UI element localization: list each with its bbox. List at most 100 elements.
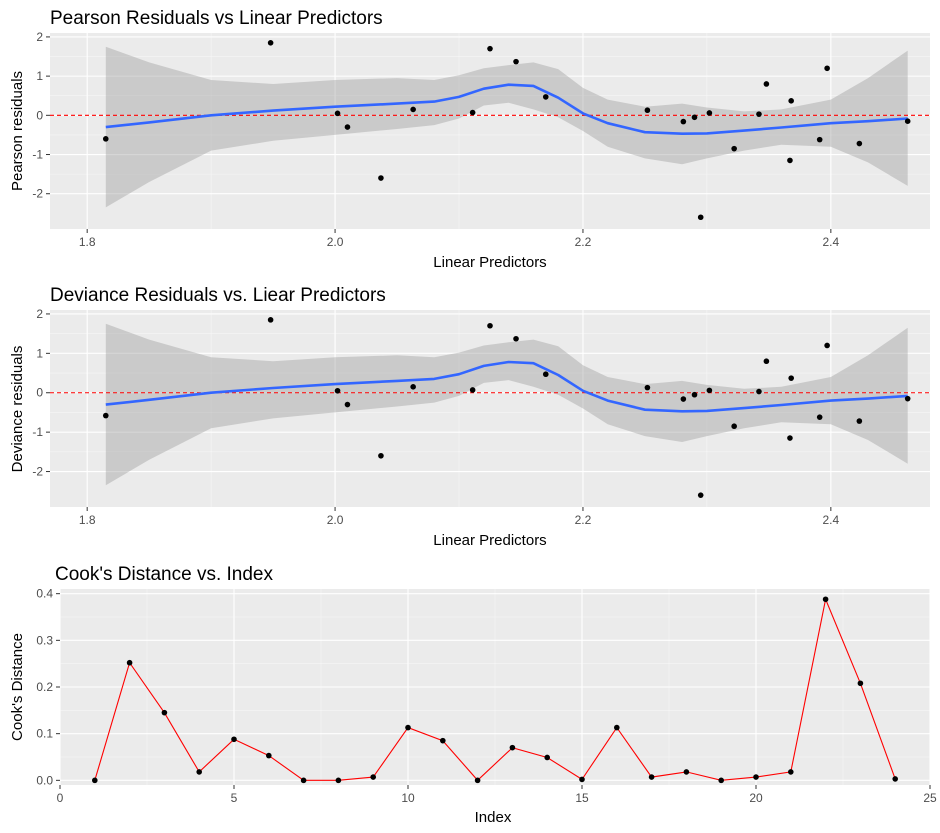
data-point — [763, 358, 770, 365]
data-point — [731, 145, 737, 152]
chart-cooks-distance: Cook's Distance vs. Index 0 5 10 15 20 25 0.0… — [9, 564, 937, 826]
x-tick-label: 10 — [401, 791, 415, 805]
x-tick-label: 5 — [231, 791, 238, 805]
x-tick-label: 0 — [57, 791, 64, 805]
data-point — [756, 388, 762, 395]
y-tick-label: 0 — [36, 108, 43, 122]
data-point — [335, 777, 342, 784]
chart-title: Deviance Residuals vs. Liear Predictors — [50, 285, 386, 306]
data-point — [102, 412, 109, 419]
x-tick-label: 2.2 — [575, 513, 592, 527]
data-point — [542, 371, 549, 378]
data-point — [763, 81, 770, 87]
data-point — [579, 776, 585, 783]
x-tick-label: 15 — [575, 791, 589, 805]
data-point — [904, 118, 911, 124]
data-point — [706, 387, 713, 394]
y-axis-ticks: -2 -1 0 1 2 — [32, 30, 50, 201]
x-axis-title: Index — [475, 809, 512, 826]
x-axis-title: Linear Predictors — [433, 532, 546, 549]
cooks-distance-line — [94, 597, 896, 782]
data-point — [680, 118, 687, 125]
data-point — [487, 322, 493, 329]
x-tick-label: 2.2 — [575, 235, 592, 249]
data-point — [544, 754, 550, 761]
smooth-curve — [105, 360, 908, 413]
y-tick-label: 0.4 — [36, 587, 53, 601]
smooth-line — [105, 83, 908, 135]
data-point — [267, 317, 274, 323]
data-point — [334, 110, 341, 117]
data-point — [644, 107, 651, 114]
data-point — [788, 769, 794, 775]
y-tick-label: 0.2 — [36, 680, 53, 694]
data-point — [857, 680, 864, 687]
x-axis-ticks: 0 5 10 15 20 25 — [57, 785, 937, 805]
grid-lines — [50, 310, 930, 507]
data-point — [731, 423, 737, 430]
confidence-ribbon — [105, 46, 908, 208]
x-tick-label: 2.4 — [823, 513, 840, 527]
data-point — [300, 777, 307, 784]
data-point — [542, 94, 549, 100]
data-point — [474, 777, 481, 784]
grid-lines — [50, 33, 930, 229]
y-tick-label: 0.3 — [36, 633, 53, 647]
y-tick-label: -1 — [32, 425, 43, 439]
y-axis-title: Cook's Distance — [9, 633, 26, 741]
data-point — [816, 136, 823, 143]
x-tick-label: 1.8 — [79, 235, 96, 249]
data-point — [469, 109, 476, 116]
data-point — [378, 175, 384, 181]
smooth-line — [105, 360, 908, 413]
data-point — [856, 140, 863, 147]
data-point — [344, 401, 351, 408]
y-axis-title: Pearson residuals — [9, 71, 26, 191]
ribbon-area — [105, 46, 908, 208]
data-point — [683, 769, 690, 775]
y-axis-ticks: 0.0 0.1 0.2 0.3 0.4 — [36, 587, 60, 787]
confidence-ribbon — [105, 323, 908, 486]
chart-deviance-residuals: Deviance Residuals vs. Liear Predictors … — [9, 285, 930, 549]
y-tick-label: 0 — [36, 386, 43, 400]
y-tick-label: 0.0 — [36, 773, 53, 787]
y-tick-label: 2 — [36, 30, 43, 44]
data-point — [410, 106, 416, 113]
data-point — [697, 492, 704, 498]
data-point — [513, 335, 519, 342]
plot-panel — [50, 33, 930, 229]
x-tick-label: 2.0 — [327, 513, 344, 527]
data-point — [756, 111, 762, 117]
data-point — [753, 774, 759, 780]
data-points — [102, 40, 911, 221]
data-point — [822, 596, 829, 603]
data-point — [344, 124, 351, 130]
y-tick-label: -1 — [32, 148, 43, 162]
data-point — [648, 774, 655, 780]
data-point — [856, 418, 863, 424]
y-tick-label: -2 — [32, 465, 43, 479]
data-point — [788, 375, 794, 381]
smooth-curve — [105, 83, 908, 135]
chart-pearson-residuals: Pearson Residuals vs Linear Predictors 1… — [9, 8, 930, 271]
data-points — [102, 317, 911, 498]
data-point — [266, 752, 272, 759]
x-axis-ticks: 1.8 2.0 2.2 2.4 — [79, 229, 840, 249]
data-point — [509, 744, 516, 751]
data-points — [92, 596, 898, 784]
data-point — [904, 395, 911, 402]
data-point — [126, 659, 133, 666]
y-tick-label: -2 — [32, 187, 43, 201]
data-point — [370, 774, 377, 780]
data-point — [410, 384, 416, 390]
x-axis-title: Linear Predictors — [433, 254, 546, 271]
y-tick-label: 0.1 — [36, 727, 53, 741]
y-tick-label: 1 — [36, 346, 43, 360]
data-point — [644, 384, 651, 391]
data-point — [787, 435, 793, 441]
data-point — [787, 157, 793, 164]
x-tick-label: 2.0 — [327, 235, 344, 249]
data-point — [92, 777, 98, 784]
data-point — [378, 452, 384, 459]
chart-title: Cook's Distance vs. Index — [55, 564, 273, 585]
